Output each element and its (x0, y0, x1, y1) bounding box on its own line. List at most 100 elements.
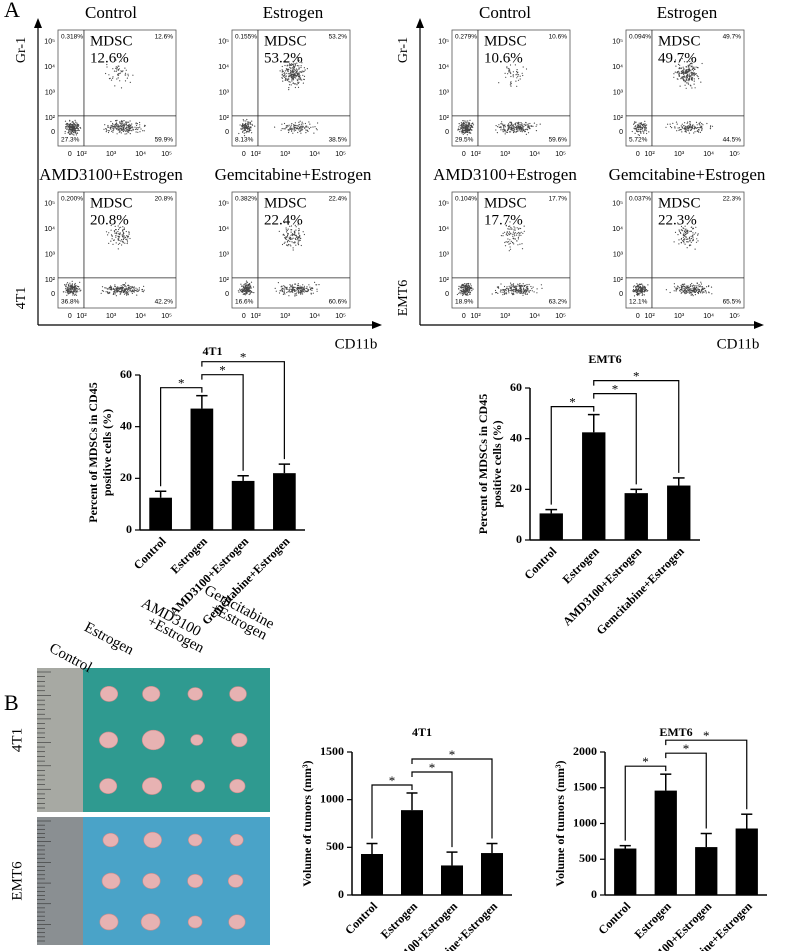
event-dot (697, 285, 699, 287)
event-dot (705, 292, 707, 294)
event-dot (65, 127, 67, 129)
event-dot (509, 59, 511, 61)
event-dot (121, 290, 123, 292)
event-dot (518, 227, 520, 229)
event-dot (684, 243, 686, 245)
event-dot (295, 68, 297, 70)
event-dot (505, 287, 507, 290)
event-dot (510, 72, 512, 75)
event-dot (285, 288, 288, 290)
event-dot (644, 129, 646, 131)
event-dot (124, 67, 126, 69)
y-tick-label: 10⁵ (218, 38, 229, 45)
event-dot (117, 235, 120, 238)
event-dot (109, 288, 111, 290)
event-dot (125, 286, 127, 288)
event-dot (678, 127, 681, 129)
event-dot (245, 284, 247, 286)
y-tick-label: 1500 (320, 744, 344, 758)
event-dot (65, 291, 67, 293)
event-dot (457, 128, 459, 130)
event-dot (316, 290, 318, 292)
event-dot (691, 290, 693, 292)
x-tick-label: 10⁵ (729, 313, 740, 320)
event-dot (107, 131, 110, 134)
event-dot (115, 70, 117, 72)
event-dot (694, 294, 697, 296)
event-dot (290, 288, 292, 290)
event-dot (681, 289, 683, 291)
event-dot (126, 77, 128, 79)
event-dot (470, 124, 472, 126)
event-dot (519, 75, 521, 77)
event-dot (504, 292, 506, 295)
event-dot (127, 288, 129, 290)
event-dot (242, 123, 244, 125)
event-dot (510, 75, 512, 78)
event-dot (462, 290, 465, 292)
event-dot (509, 232, 511, 234)
event-dot (642, 127, 644, 130)
event-dot (106, 63, 108, 66)
event-dot (678, 230, 681, 232)
event-dot (700, 281, 702, 283)
y-tick-label: 0 (51, 291, 55, 298)
event-dot (695, 226, 697, 228)
event-dot (290, 124, 292, 126)
event-dot (245, 123, 247, 125)
event-dot (520, 126, 523, 128)
event-dot (138, 287, 140, 289)
event-dot (635, 285, 637, 287)
event-dot (67, 293, 69, 295)
significance-bracket (550, 406, 595, 505)
event-dot (241, 289, 244, 291)
event-dot (125, 121, 127, 123)
event-dot (507, 125, 509, 127)
event-dot (691, 285, 693, 287)
event-dot (284, 241, 286, 243)
event-dot (511, 241, 514, 244)
event-dot (245, 291, 247, 293)
event-dot (286, 291, 288, 294)
event-dot (643, 290, 646, 292)
event-dot (683, 61, 686, 63)
event-dot (126, 128, 128, 130)
event-dot (686, 72, 688, 74)
event-dot (461, 132, 463, 134)
event-dot (118, 290, 120, 292)
event-dot (685, 66, 687, 68)
event-dot (71, 127, 73, 129)
event-dot (117, 238, 119, 240)
event-dot (684, 71, 686, 73)
event-dot (112, 124, 114, 126)
event-dot (517, 122, 519, 124)
event-dot (461, 285, 463, 287)
event-dot (121, 126, 123, 128)
event-dot (681, 286, 683, 288)
event-dot (142, 291, 145, 293)
quadrant-percent: 63.2% (549, 299, 568, 306)
event-dot (471, 129, 473, 131)
event-dot (284, 79, 286, 81)
event-dot (72, 287, 74, 290)
event-dot (696, 130, 698, 132)
event-dot (642, 130, 644, 132)
event-dot (526, 124, 528, 126)
event-dot (135, 128, 138, 130)
event-dot (682, 285, 684, 287)
event-dot (498, 126, 500, 128)
event-dot (697, 127, 699, 129)
quadrant-percent: 0.155% (235, 34, 257, 41)
event-dot (512, 235, 514, 237)
quadrant-percent: 27.3% (61, 137, 80, 144)
gate-label: MDSC (264, 33, 307, 49)
x-tick-label: 10³ (500, 151, 511, 158)
event-dot (686, 82, 688, 84)
event-dot (72, 286, 74, 288)
event-dot (688, 288, 691, 290)
event-dot (637, 126, 639, 128)
event-dot (117, 291, 119, 293)
event-dot (510, 228, 512, 230)
event-dot (520, 234, 522, 236)
event-dot (292, 291, 294, 293)
